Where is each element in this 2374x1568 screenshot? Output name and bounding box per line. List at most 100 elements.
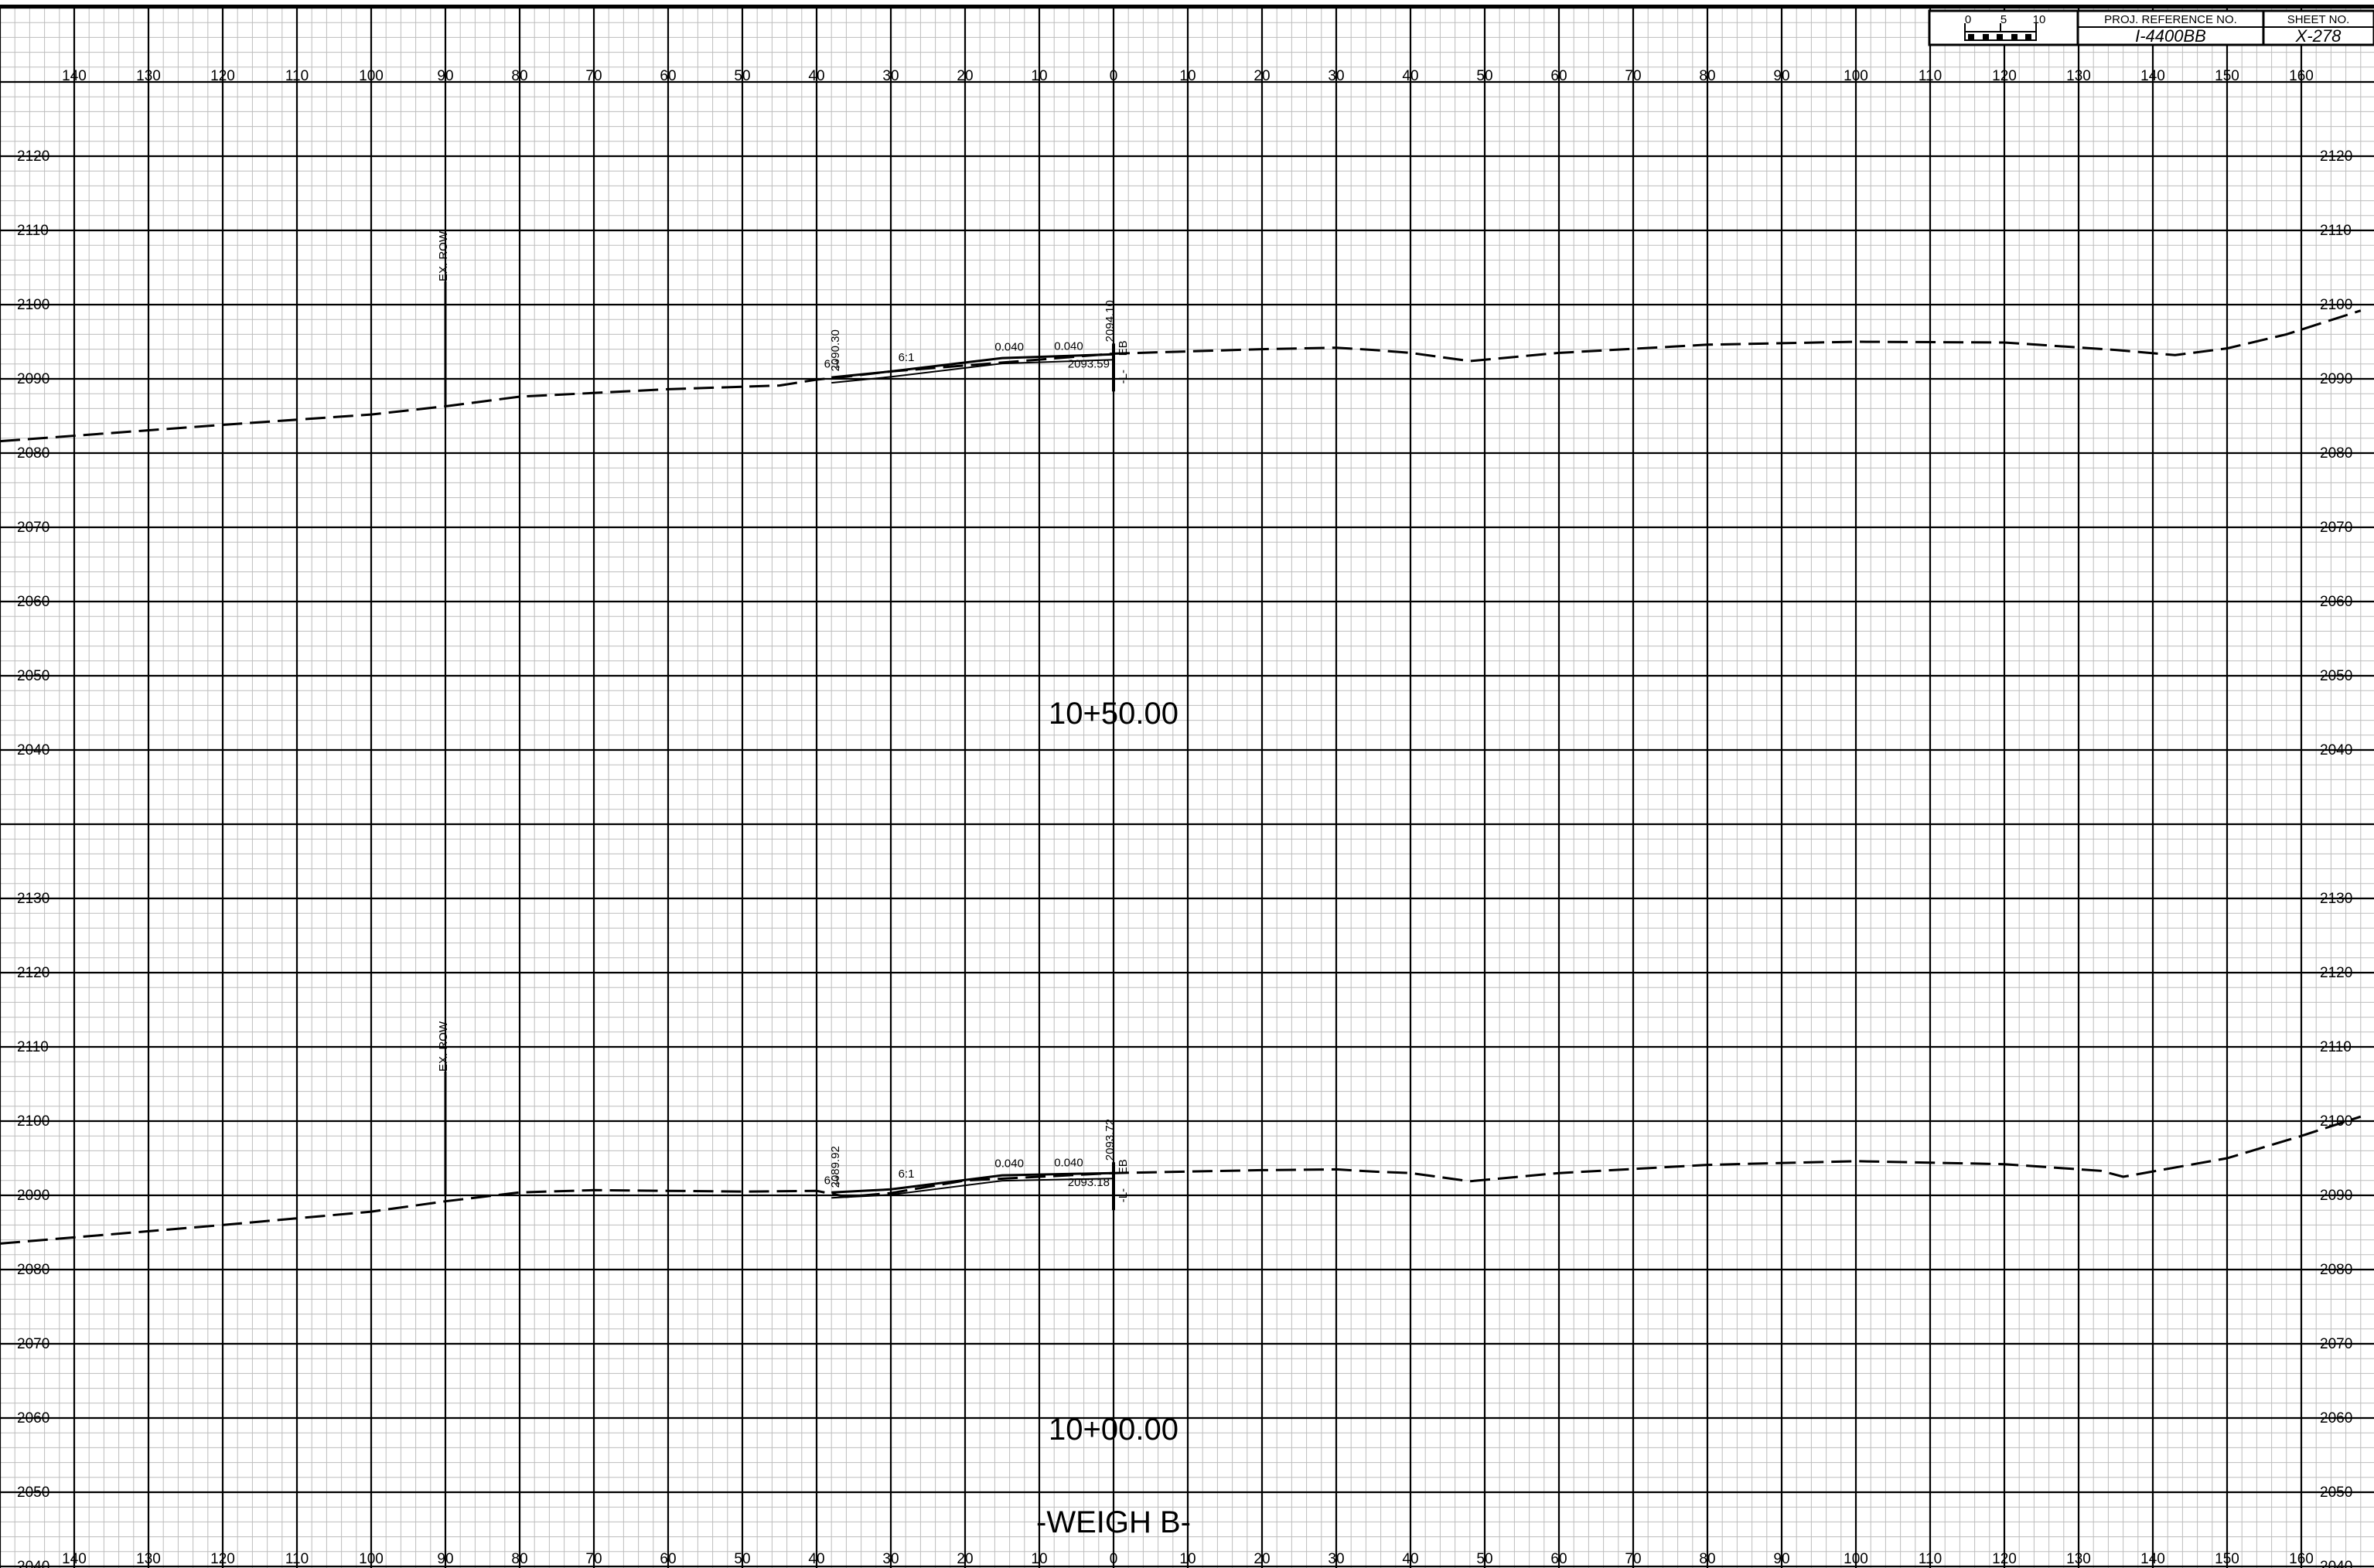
offset-label-bottom: 60	[1550, 1551, 1567, 1567]
edge-elevation-label: 2093.59	[1068, 357, 1110, 370]
proj-ref-label: PROJ. REFERENCE NO.	[2104, 13, 2237, 26]
offset-label-bottom: 40	[1402, 1551, 1418, 1567]
elevation-label-left: 2090	[17, 1188, 49, 1204]
elevation-label-left: 2070	[17, 1336, 49, 1352]
edge-elevation-label: 2093.18	[1068, 1176, 1110, 1189]
elevation-label-left: 2060	[17, 1410, 49, 1427]
offset-label-bottom: 70	[585, 1551, 602, 1567]
offset-label-top: 150	[2215, 68, 2239, 84]
offset-label-bottom: 10	[1179, 1551, 1196, 1567]
elevation-label-right: 2100	[2320, 1113, 2352, 1130]
offset-label-top: 30	[882, 68, 899, 84]
cross-section-1: 2120 2120 2110 2110 2100 2100 2090 2090 2080 2080…	[0, 148, 2362, 758]
offset-label-bottom: 140	[2140, 1551, 2165, 1567]
scale-label-10: 10	[2033, 13, 2046, 26]
offset-label-bottom: 140	[62, 1551, 87, 1567]
offset-label-top: 80	[1699, 68, 1715, 84]
centerline-elevation-label: 2094.10	[1103, 300, 1117, 342]
elevation-label-right: 2110	[2320, 223, 2352, 239]
offset-label-top: 110	[1919, 68, 1942, 84]
centerline-elevation-label: 2093.72	[1103, 1119, 1117, 1161]
proj-ref-value: I-4400BB	[2135, 26, 2206, 46]
offset-label-bottom: 80	[1699, 1551, 1715, 1567]
offset-label-bottom: 60	[660, 1551, 676, 1567]
offset-label-bottom: 100	[359, 1551, 384, 1567]
station-label: 10+50.00	[1049, 697, 1178, 731]
offset-label-bottom: 0	[1110, 1551, 1118, 1567]
proposed-grade-line	[831, 1171, 1114, 1194]
elevation-label-right: 2080	[2320, 445, 2352, 462]
offset-label-top: 50	[1476, 68, 1492, 84]
offset-label-bottom: 50	[1476, 1551, 1492, 1567]
pavement-bottom-line	[831, 1178, 1114, 1199]
offset-label-top: 70	[1625, 68, 1641, 84]
offset-label-bottom: 130	[136, 1551, 161, 1567]
offset-label-bottom: 10	[1031, 1551, 1047, 1567]
offset-label-bottom: 30	[882, 1551, 899, 1567]
right-of-way-label: EX. ROW	[437, 230, 450, 281]
offset-label-bottom: 20	[957, 1551, 973, 1567]
offset-label-top: 80	[511, 68, 527, 84]
line-label: -L-	[1117, 1188, 1130, 1202]
elevation-label-right: 2070	[2320, 1336, 2352, 1352]
offset-label-top: 140	[62, 68, 87, 84]
sheet-title: -WEIGH B-	[1036, 1505, 1191, 1539]
elevation-label-right: 2090	[2320, 371, 2352, 387]
elevation-label-left: 2040	[17, 1559, 49, 1568]
elevation-label-left: 2100	[17, 1113, 49, 1130]
offset-label-top: 60	[660, 68, 676, 84]
offset-label-bottom: 100	[1844, 1551, 1868, 1567]
offset-label-bottom: 120	[1992, 1551, 2017, 1567]
elevation-label-left: 2120	[17, 148, 49, 165]
offset-label-bottom: 130	[2066, 1551, 2091, 1567]
cross-slope-label: 0.040	[1054, 1157, 1083, 1170]
offset-label-top: 140	[2140, 68, 2165, 84]
cross-slope-label: 0.040	[994, 1157, 1024, 1171]
proposed-grade-line	[831, 353, 1114, 379]
offset-label-top: 130	[136, 68, 161, 84]
elevation-label-right: 2050	[2320, 1484, 2352, 1501]
offset-label-top: 90	[437, 68, 453, 84]
offset-label-top: 10	[1179, 68, 1196, 84]
slope-label: 6:1	[824, 1174, 841, 1188]
offset-label-bottom: 80	[511, 1551, 527, 1567]
elevation-label-right: 2120	[2320, 148, 2352, 165]
offset-label-top: 100	[359, 68, 384, 84]
offset-label-top: 90	[1773, 68, 1789, 84]
offset-label-bottom: 150	[2215, 1551, 2239, 1567]
scale-label-5: 5	[2001, 13, 2007, 26]
offset-label-top: 40	[1402, 68, 1418, 84]
elevation-label-left: 2070	[17, 520, 49, 536]
elevation-label-right: 2090	[2320, 1188, 2352, 1204]
line-label: -L-	[1117, 370, 1130, 383]
offset-label-bottom: 110	[1919, 1551, 1942, 1567]
offset-label-bottom: 70	[1625, 1551, 1641, 1567]
elevation-label-left: 2060	[17, 594, 49, 610]
offset-label-bottom: 110	[285, 1551, 309, 1567]
ground-elevation-label: 2089.92	[829, 1146, 842, 1188]
elevation-label-left: 2040	[17, 742, 49, 758]
offset-label-top: 10	[1031, 68, 1047, 84]
title-block: 0 5 10 PROJ. REFERENCE NO. I-4400BB SHEE…	[0, 5, 2374, 46]
elevation-label-right: 2130	[2320, 891, 2352, 907]
elevation-label-left: 2050	[17, 668, 49, 684]
slope-label: 6:1	[899, 1167, 915, 1181]
offset-label-top: 120	[210, 68, 235, 84]
sheet-no-value: X-278	[2295, 26, 2342, 46]
elevation-label-right: 2050	[2320, 668, 2352, 684]
eb-label: EB	[1117, 1159, 1130, 1174]
slope-label: 6:1	[899, 351, 915, 364]
scale-label-0: 0	[1965, 13, 1971, 26]
slope-label: 6:1	[824, 358, 841, 371]
elevation-label-right: 2040	[2320, 1559, 2352, 1568]
grid-labels: 1401401301301201201101101001009090808070…	[62, 68, 2314, 1567]
offset-label-top: 20	[1254, 68, 1270, 84]
elevation-label-right: 2040	[2320, 742, 2352, 758]
offset-label-top: 110	[285, 68, 309, 84]
pavement-bottom-line	[831, 359, 1114, 384]
elevation-label-left: 2100	[17, 297, 49, 313]
offset-label-bottom: 40	[808, 1551, 824, 1567]
offset-label-top: 30	[1328, 68, 1344, 84]
